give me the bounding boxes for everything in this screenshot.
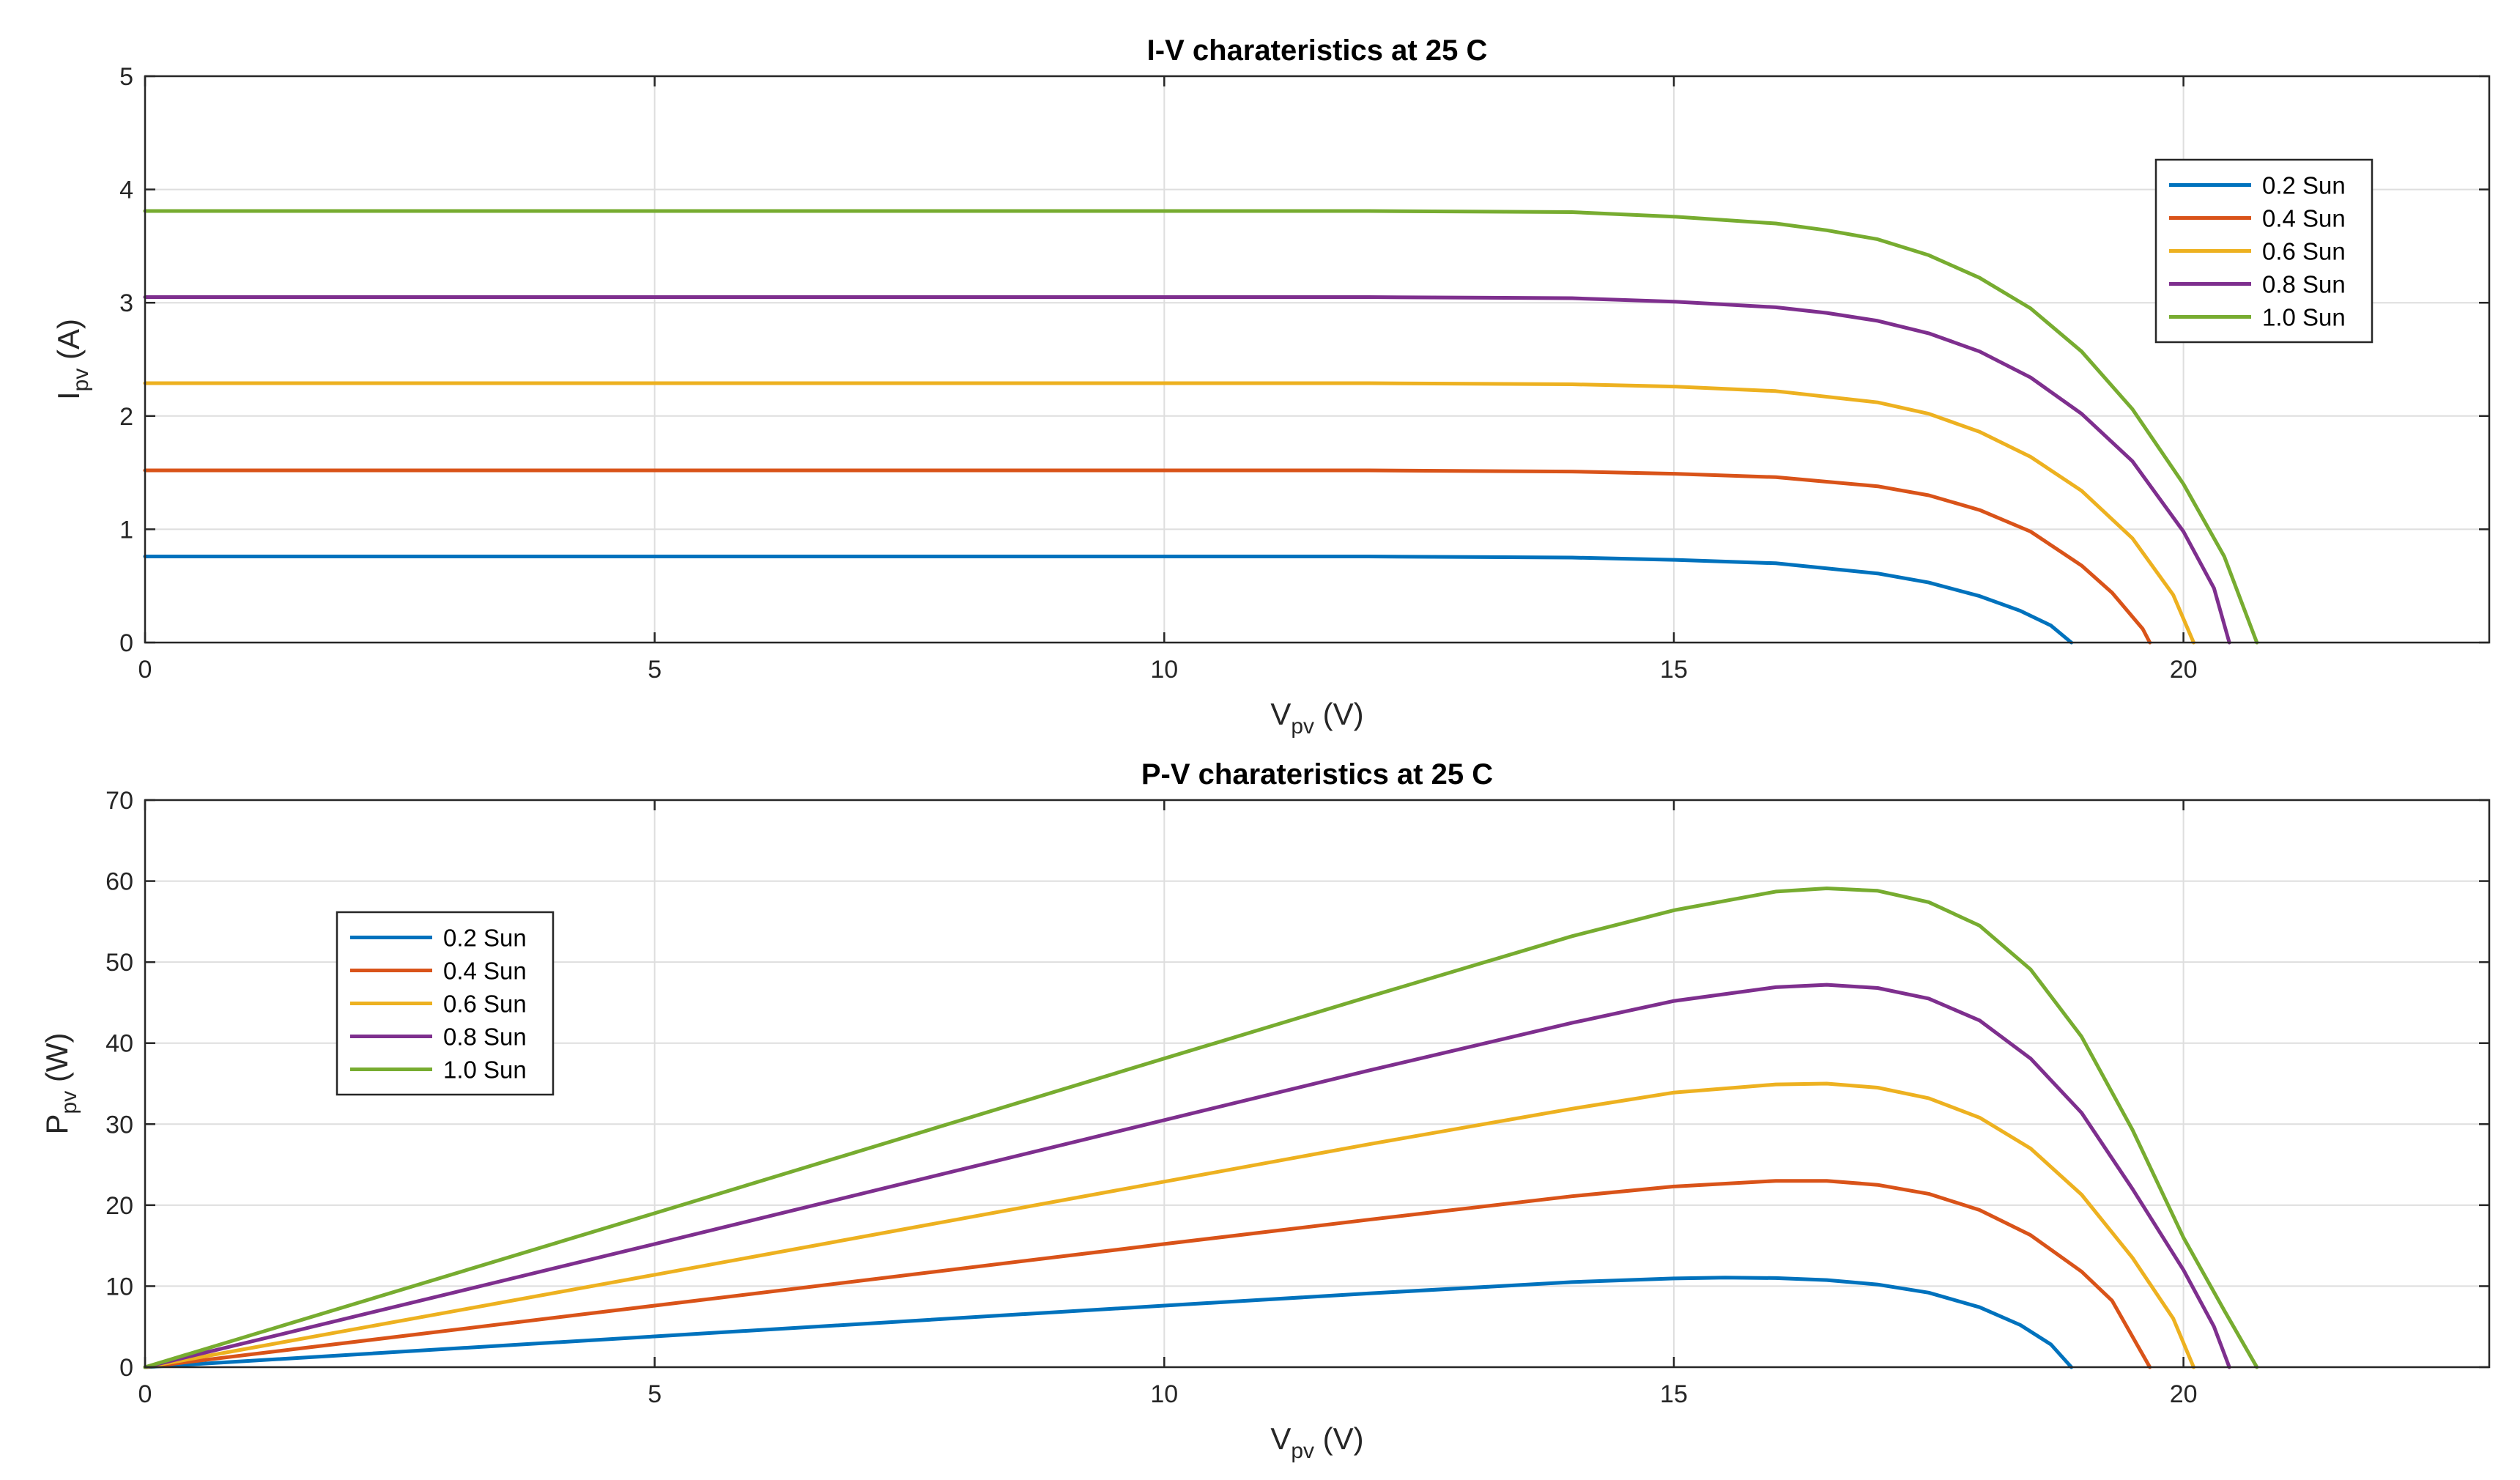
x-tick-label: 10 bbox=[1150, 656, 1178, 684]
series-line-1-0-sun bbox=[143, 209, 2259, 645]
y-tick-label: 10 bbox=[105, 1273, 133, 1300]
y-tick-label: 30 bbox=[105, 1111, 133, 1139]
legend-entry: 0.2 Sun bbox=[2262, 172, 2346, 199]
legend-entry: 1.0 Sun bbox=[2262, 304, 2346, 331]
y-tick-label: 0 bbox=[119, 629, 133, 657]
axes-box bbox=[144, 799, 2491, 1369]
legend-entry: 0.2 Sun bbox=[443, 925, 527, 952]
x-tick-label: 15 bbox=[1660, 656, 1688, 684]
y-tick-label: 3 bbox=[119, 289, 133, 317]
series-line-0-8-sun bbox=[143, 983, 2231, 1369]
series-line-0-4-sun bbox=[143, 468, 2152, 645]
x-tick-label: 15 bbox=[1660, 1380, 1688, 1408]
legend: 0.2 Sun 0.4 Sun 0.6 Sun 0.8 Sun 1.0 Sun bbox=[2154, 158, 2373, 344]
x-axis-label: Vpv (V) bbox=[1270, 1421, 1363, 1463]
y-axis-label: Ipv (A) bbox=[51, 319, 93, 400]
chart-title: I-V charateristics at 25 C bbox=[1147, 34, 1488, 67]
legend-entry: 0.6 Sun bbox=[2262, 238, 2346, 265]
y-tick-label: 2 bbox=[119, 403, 133, 431]
series-line-1-0-sun bbox=[143, 887, 2259, 1369]
legend-entry: 0.8 Sun bbox=[2262, 271, 2346, 298]
chart-1: 0 5 10 15 20 0 1 2 3 4 5 I-V charateristics at 25 C… bbox=[51, 34, 2491, 739]
series-line-0-2-sun bbox=[143, 1276, 2074, 1369]
series-line-0-2-sun bbox=[143, 555, 2074, 645]
y-tick-label: 20 bbox=[105, 1192, 133, 1220]
y-tick-label: 1 bbox=[119, 516, 133, 544]
series-line-0-6-sun bbox=[143, 381, 2195, 645]
legend-entry: 0.4 Sun bbox=[2262, 205, 2346, 232]
y-tick-label: 4 bbox=[119, 177, 133, 204]
y-tick-label: 40 bbox=[105, 1030, 133, 1058]
legend: 0.2 Sun 0.4 Sun 0.6 Sun 0.8 Sun 1.0 Sun bbox=[336, 911, 555, 1096]
chart-2: 0 5 10 15 20 0 10 20 30 40 50 60 70 P-V charateristic… bbox=[40, 758, 2491, 1463]
x-tick-label: 5 bbox=[648, 1380, 662, 1408]
chart-title: P-V charateristics at 25 C bbox=[1141, 758, 1493, 791]
x-tick-label: 20 bbox=[2170, 656, 2198, 684]
plot-area bbox=[145, 76, 2489, 643]
x-tick-label: 20 bbox=[2170, 1380, 2198, 1408]
y-tick-label: 70 bbox=[105, 787, 133, 815]
series-line-0-8-sun bbox=[143, 295, 2231, 645]
x-tick-label: 0 bbox=[138, 656, 152, 684]
x-axis-label: Vpv (V) bbox=[1270, 697, 1363, 739]
legend-entry: 0.6 Sun bbox=[443, 991, 527, 1018]
legend-entry: 0.4 Sun bbox=[443, 958, 527, 985]
y-axis-label: Ppv (W) bbox=[40, 1033, 81, 1135]
x-tick-label: 5 bbox=[648, 656, 662, 684]
y-tick-label: 60 bbox=[105, 868, 133, 896]
axes-box bbox=[144, 75, 2491, 644]
y-tick-label: 5 bbox=[119, 63, 133, 91]
x-tick-label: 0 bbox=[138, 1380, 152, 1408]
series-line-0-6-sun bbox=[143, 1081, 2195, 1369]
series-line-0-4-sun bbox=[143, 1179, 2152, 1369]
legend-entry: 0.8 Sun bbox=[443, 1024, 527, 1051]
y-tick-label: 50 bbox=[105, 949, 133, 977]
x-tick-label: 10 bbox=[1150, 1380, 1178, 1408]
legend-entry: 1.0 Sun bbox=[443, 1057, 527, 1084]
y-tick-label: 0 bbox=[119, 1354, 133, 1382]
